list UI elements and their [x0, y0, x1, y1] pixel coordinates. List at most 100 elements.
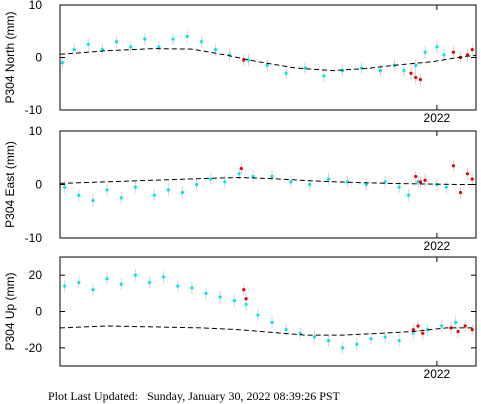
data-point — [91, 288, 95, 292]
y-axis-label: P304 East (mm) — [3, 141, 17, 228]
data-point — [171, 37, 175, 41]
data-point — [77, 280, 81, 285]
recent-data-point — [456, 329, 460, 334]
data-point — [209, 177, 213, 181]
data-point — [129, 45, 133, 49]
data-point — [326, 338, 331, 343]
data-point — [133, 273, 137, 277]
recent-data-point — [409, 71, 413, 75]
trend-line — [59, 325, 476, 336]
data-point — [213, 48, 218, 52]
data-point — [246, 58, 251, 62]
data-point — [402, 69, 406, 73]
data-point — [364, 182, 368, 187]
data-point — [152, 193, 156, 197]
data-point — [435, 45, 439, 49]
data-point — [133, 185, 137, 189]
recent-data-point — [470, 48, 474, 52]
data-point — [284, 328, 288, 332]
data-point — [383, 335, 387, 339]
recent-data-point — [451, 50, 455, 54]
data-point — [218, 295, 222, 299]
plot-last-updated: Plot Last Updated: Sunday, January 30, 2… — [48, 389, 340, 403]
recent-data-point — [463, 324, 467, 328]
data-point — [442, 53, 446, 57]
data-point — [289, 180, 293, 184]
y-tick-label: 10 — [29, 0, 43, 12]
data-point — [72, 48, 76, 52]
trend-line — [59, 48, 477, 72]
data-point — [119, 196, 123, 200]
data-point — [166, 188, 170, 192]
data-point — [251, 174, 255, 179]
data-point — [270, 174, 274, 179]
plot-frame — [59, 256, 477, 367]
data-point — [185, 34, 189, 39]
data-point — [105, 277, 109, 281]
data-point — [190, 286, 194, 290]
recent-data-point — [470, 328, 474, 332]
data-point — [195, 182, 199, 187]
data-point — [378, 69, 382, 73]
data-point — [86, 42, 90, 46]
data-point — [63, 185, 67, 189]
y-tick-label: -10 — [25, 231, 43, 245]
data-point — [341, 346, 345, 350]
trend-line — [59, 176, 476, 185]
data-point — [77, 193, 81, 197]
chart-panel-1: 10 0 -10 2022 P304 North (mm) — [3, 0, 477, 125]
recent-data-point — [418, 77, 423, 82]
data-point — [326, 177, 331, 181]
data-point — [322, 74, 326, 78]
y-tick-label: 20 — [29, 268, 43, 282]
data-point — [440, 324, 444, 328]
x-tick-label: 2022 — [424, 239, 451, 253]
recent-data-point — [465, 172, 470, 176]
recent-data-point — [458, 190, 463, 195]
data-point — [162, 275, 166, 279]
y-axis-label: P304 Up (mm) — [3, 272, 17, 350]
data-point — [119, 282, 123, 286]
recent-data-point — [449, 326, 453, 330]
data-point — [270, 320, 274, 324]
recent-data-point — [244, 297, 248, 301]
data-point — [105, 188, 109, 192]
plot-frame — [59, 130, 477, 239]
data-point — [369, 337, 373, 341]
recent-data-point — [421, 331, 425, 335]
data-point — [63, 284, 67, 288]
data-point — [284, 71, 288, 75]
data-point — [416, 180, 420, 184]
data-point — [180, 190, 185, 195]
data-point — [312, 335, 317, 339]
data-point — [91, 198, 95, 203]
y-tick-label: 0 — [35, 51, 42, 65]
data-point — [100, 48, 105, 52]
y-tick-label: -10 — [25, 103, 43, 117]
data-point — [407, 193, 411, 197]
data-point — [444, 185, 448, 189]
data-point — [454, 320, 458, 324]
recent-data-point — [414, 75, 418, 80]
data-point — [256, 313, 260, 317]
recent-data-point — [451, 164, 455, 168]
recent-data-point — [239, 166, 243, 171]
data-point — [383, 180, 387, 184]
data-point — [237, 172, 241, 176]
chart-panel-3: 20 0 -20 2022 P304 Up (mm) — [3, 256, 477, 381]
data-point — [298, 331, 302, 335]
y-axis-label: P304 North (mm) — [3, 11, 17, 103]
data-point — [303, 66, 307, 70]
x-tick-label: 2022 — [424, 111, 451, 125]
y-tick-label: -20 — [25, 341, 43, 355]
data-point — [176, 284, 180, 288]
x-tick-label: 2022 — [424, 367, 451, 381]
data-point — [355, 342, 359, 346]
data-point — [223, 180, 227, 184]
data-point — [308, 182, 312, 187]
plot-frame — [59, 4, 477, 111]
recent-data-point — [416, 324, 420, 328]
data-point — [157, 45, 161, 49]
recent-data-point — [470, 177, 474, 181]
